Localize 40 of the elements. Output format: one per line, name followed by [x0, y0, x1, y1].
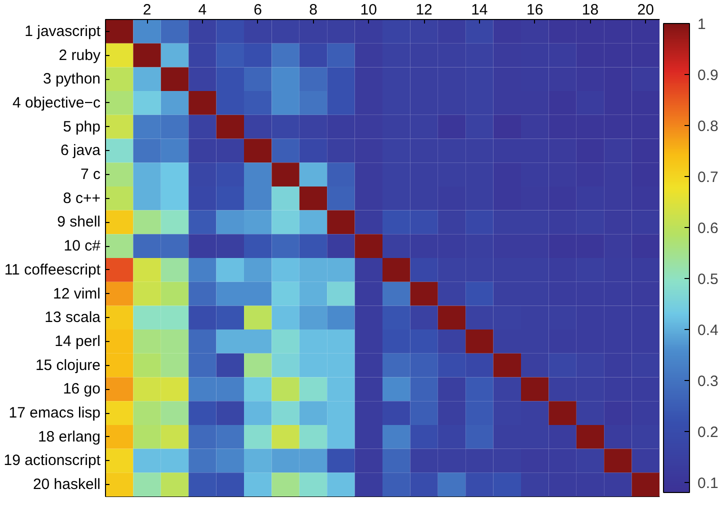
color-bar-label: 0.8	[698, 118, 718, 135]
color-bar-label: 0.1	[698, 474, 718, 492]
y-tick-label: 17 emacs lisp	[8, 404, 101, 422]
x-tick-label: 18	[582, 2, 599, 18]
x-tick-label: 12	[416, 2, 432, 18]
y-tick-label: 8 c++	[62, 190, 101, 207]
x-tick-label: 2	[142, 2, 152, 18]
y-tick-label: 5 php	[62, 118, 101, 136]
color-bar-label: 0.6	[698, 220, 718, 237]
y-tick-label: 2 ruby	[58, 46, 101, 64]
color-bar-label: 0.5	[698, 270, 718, 288]
x-tick-label: 16	[526, 2, 544, 18]
y-tick-label: 7 c	[80, 166, 101, 184]
y-tick-label: 3 python	[42, 70, 100, 88]
y-tick-label: 20 haskell	[32, 476, 101, 494]
y-tick-label: 11 coffeescript	[4, 261, 102, 278]
x-tick-label: 6	[254, 2, 262, 18]
y-tick-label: 18 erlang	[38, 428, 101, 446]
x-tick-label: 4	[198, 2, 207, 18]
y-tick-label: 14 perl	[54, 332, 101, 350]
y-tick-label: 10 c#	[64, 238, 102, 255]
x-tick-label: 14	[471, 2, 488, 18]
y-tick-label: 19 actionscript	[4, 452, 102, 470]
y-tick-label: 9 shell	[57, 214, 100, 231]
x-tick-label: 10	[360, 2, 377, 18]
y-tick-label: 13 scala	[44, 309, 102, 326]
color-bar-label: 0.7	[698, 168, 718, 186]
y-tick-label: 1 javascript	[24, 22, 102, 40]
color-bar-label: 1	[698, 16, 706, 33]
color-bar-label: 0.3	[698, 372, 718, 390]
color-bar-label: 0.4	[698, 322, 718, 339]
y-tick-label: 16 go	[62, 380, 101, 398]
x-tick-label: 20	[637, 2, 654, 18]
y-tick-label: 6 java	[60, 142, 102, 160]
x-tick-label: 8	[309, 2, 318, 18]
y-tick-label: 12 viml	[52, 285, 101, 302]
y-tick-label: 4 objective−c	[12, 94, 101, 112]
color-bar-label: 0.2	[698, 424, 718, 441]
color-bar-label: 0.9	[698, 66, 718, 84]
y-tick-label: 15 clojure	[35, 356, 101, 374]
